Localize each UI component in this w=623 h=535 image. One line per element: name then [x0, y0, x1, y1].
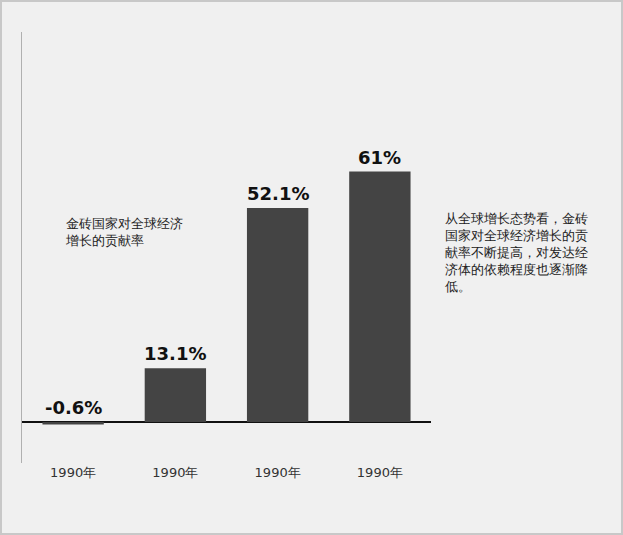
svg-text:52.1%: 52.1%	[247, 183, 309, 204]
svg-text:61%: 61%	[358, 147, 401, 168]
svg-text:-0.6%: -0.6%	[45, 397, 102, 418]
svg-text:金砖国家对全球经济增长的贡献率: 金砖国家对全球经济增长的贡献率	[65, 216, 183, 248]
svg-text:从全球增长态势看，金砖国家对全球经济增长的贡献率不断提高，对: 从全球增长态势看，金砖国家对全球经济增长的贡献率不断提高，对发达经济体的依赖程度…	[445, 211, 588, 294]
svg-text:1990年: 1990年	[152, 465, 198, 480]
svg-text:1990年: 1990年	[50, 465, 96, 480]
svg-text:1990年: 1990年	[255, 465, 301, 480]
svg-text:1990年: 1990年	[357, 465, 403, 480]
svg-text:13.1%: 13.1%	[144, 343, 206, 364]
